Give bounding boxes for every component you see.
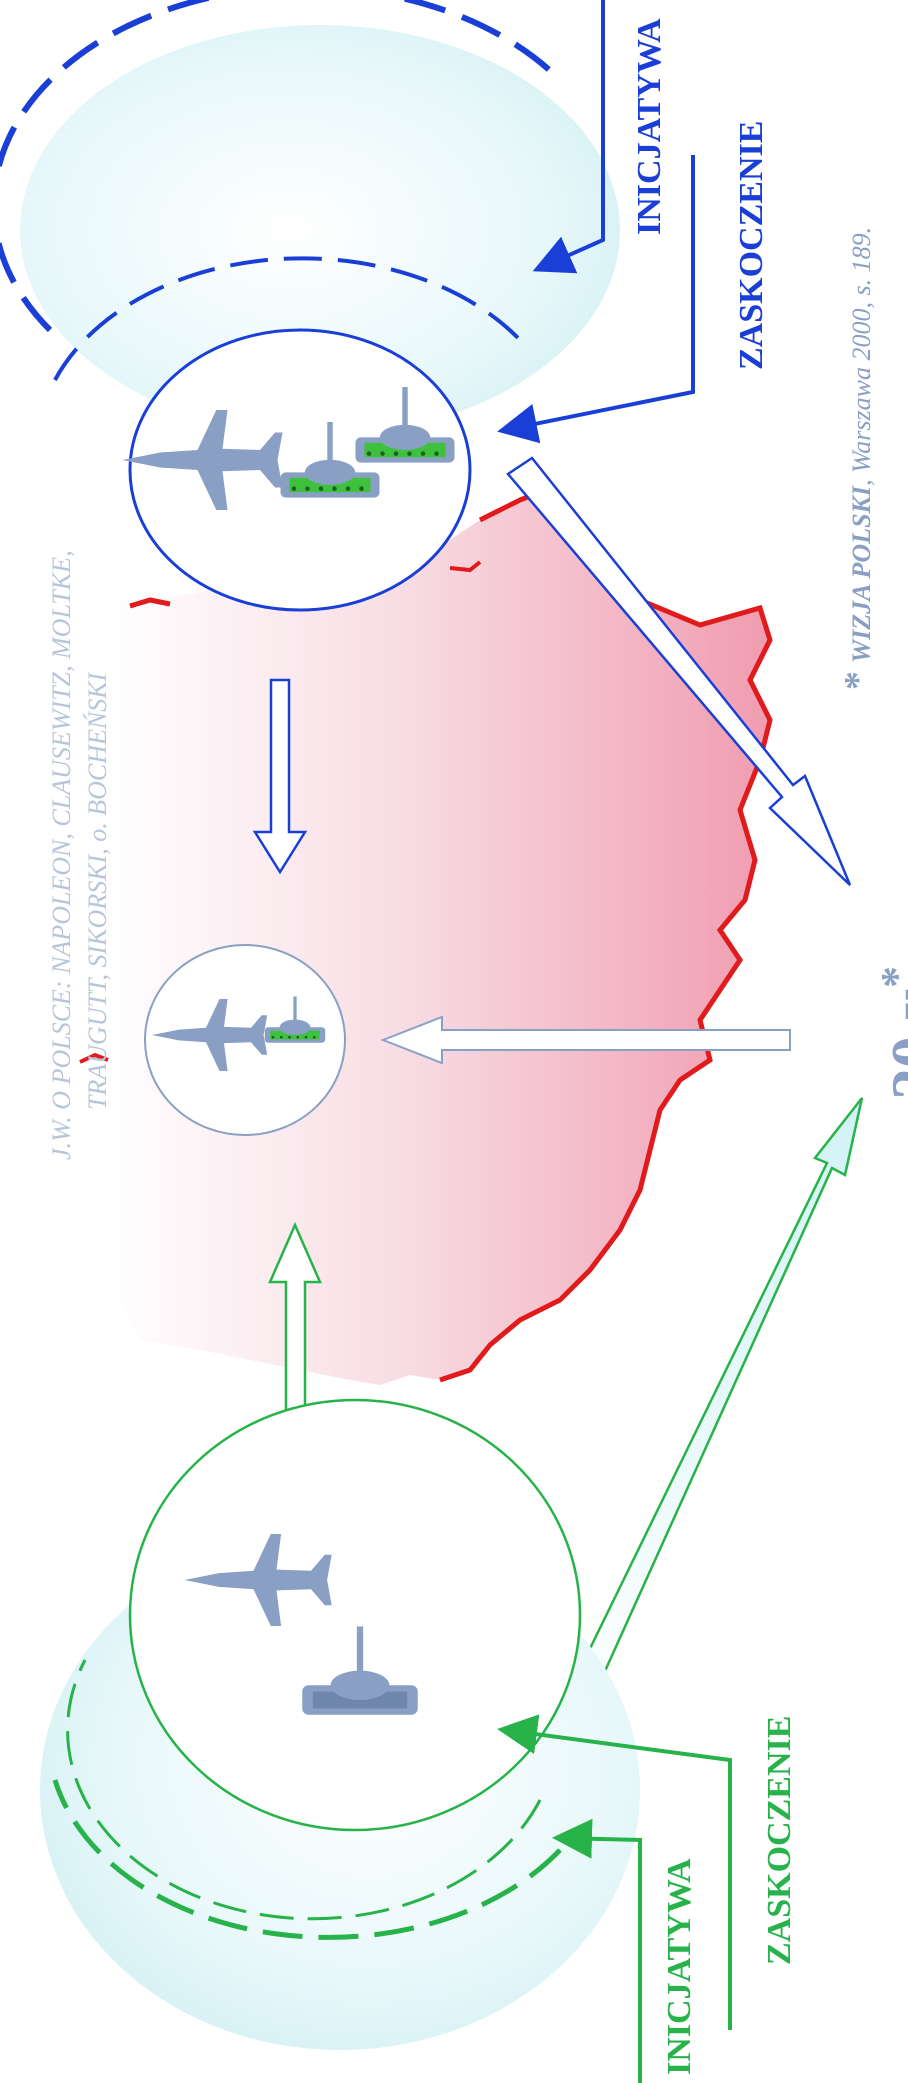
blue-force-group: [0, 0, 620, 612]
border-fragment-top2: [449, 560, 482, 573]
green-force-group: [40, 1398, 640, 2050]
footnote-rest: , Warszawa 2000, s. 189.: [847, 227, 876, 486]
top-surprise-label: ZASKOCZENIE: [733, 121, 770, 370]
multiplier-label: 20 x*: [872, 966, 908, 1100]
poland-map: [108, 490, 770, 1385]
watermark-text: J.W. O POLSCE: NAPOLEON, CLAUSEWITZ, MOL…: [47, 550, 112, 1160]
border-fragment-top: [129, 597, 171, 609]
svg-text:20 x*: 20 x*: [872, 966, 908, 1100]
grey-arrow-left: [380, 1015, 791, 1065]
svg-text:INICJATYWA: INICJATYWA: [661, 1858, 698, 2075]
blue-middle-dashed-ring: [53, 256, 522, 381]
bottom-surprise-label: ZASKOCZENIE: [761, 1716, 798, 1965]
surprise-pointer-blue: [497, 155, 695, 444]
border-fragment-mid: [79, 1052, 109, 1064]
blue-arrow-down: [252, 678, 308, 875]
green-arrow-diagonal: [558, 1097, 864, 1724]
initiative-pointer-green: [552, 1818, 642, 2083]
watermark-line-2: TRAUGUTT, SIKORSKI, o. BOCHEŃSKI: [83, 671, 112, 1110]
blue-outer-dashed-ring: [0, 0, 563, 333]
surprise-pointer-green: [497, 1714, 732, 2030]
green-force-circle: [128, 1398, 582, 1832]
footnote-title: WIZJA POLSKI: [847, 485, 876, 663]
svg-text:*WIZJA POLSKI, Warszawa 2000,: * WIZJA POLSKI, Warszawa 2000, s. 189.: [837, 227, 879, 690]
footnote: * WIZJA POLSKI, Warszawa 2000, s. 189.: [837, 227, 879, 690]
footnote-asterisk: *: [837, 671, 879, 690]
svg-text:INICJATYWA: INICJATYWA: [631, 18, 668, 235]
svg-text:ZASKOCZENIE: ZASKOCZENIE: [733, 121, 770, 370]
multiplier-value: 20 x: [878, 988, 908, 1100]
blue-arrow-diagonal: [506, 456, 852, 886]
top-initiative-label: INICJATYWA: [631, 18, 668, 235]
green-outer-dashed-ring: [52, 1779, 562, 1940]
watermark-line-1: J.W. O POLSCE: NAPOLEON, CLAUSEWITZ, MOL…: [47, 550, 76, 1160]
svg-text:ZASKOCZENIE: ZASKOCZENIE: [761, 1716, 798, 1965]
initiative-pointer-blue: [532, 0, 605, 274]
multiplier-asterisk: *: [872, 966, 908, 988]
blue-force-circle: [128, 328, 472, 612]
bottom-initiative-label: INICJATYWA: [661, 1858, 698, 2075]
green-middle-dashed-ring: [66, 1659, 542, 1921]
